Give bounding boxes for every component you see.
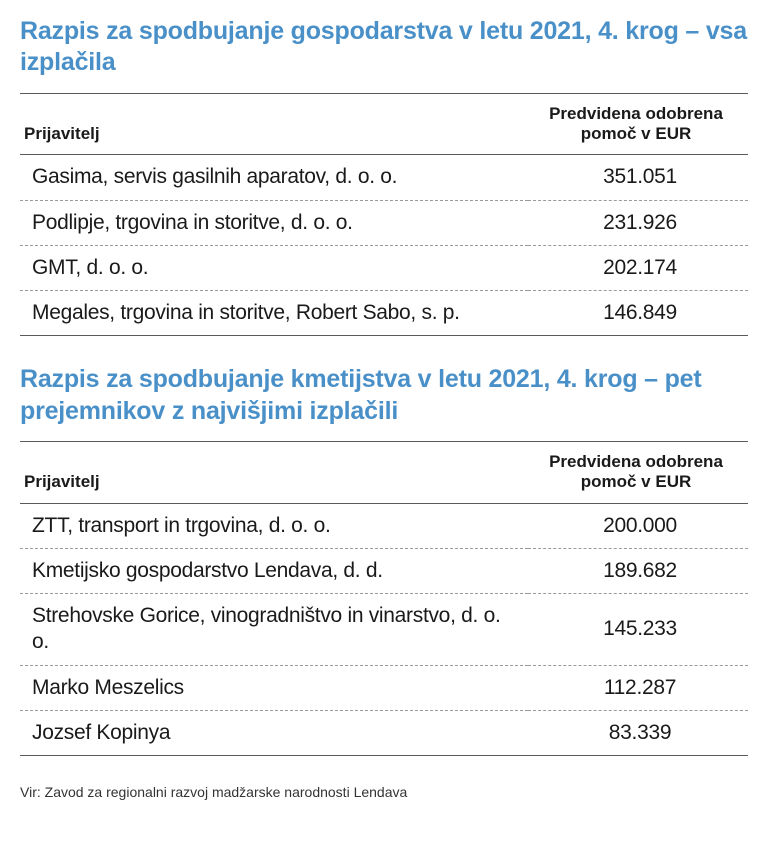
applicant-cell: Kmetijsko gospodarstvo Lendava, d. d. — [20, 548, 528, 593]
applicant-cell: Strehovske Gorice, vinogradništvo in vin… — [20, 594, 528, 666]
applicant-cell: Jozsef Kopinya — [20, 710, 528, 755]
amount-cell: 351.051 — [528, 155, 748, 200]
table-row: Jozsef Kopinya83.339 — [20, 710, 748, 755]
table-row: Marko Meszelics112.287 — [20, 665, 748, 710]
applicant-cell: GMT, d. o. o. — [20, 245, 528, 290]
table-row: Kmetijsko gospodarstvo Lendava, d. d.189… — [20, 548, 748, 593]
data-table: PrijaviteljPredvidena odobrena pomoč v E… — [20, 441, 748, 756]
amount-cell: 145.233 — [528, 594, 748, 666]
table-row: GMT, d. o. o.202.174 — [20, 245, 748, 290]
applicant-cell: ZTT, transport in trgovina, d. o. o. — [20, 503, 528, 548]
amount-cell: 83.339 — [528, 710, 748, 755]
column-header: Prijavitelj — [20, 93, 528, 155]
table-row: Strehovske Gorice, vinogradništvo in vin… — [20, 594, 748, 666]
column-header: Predvidena odobrena pomoč v EUR — [528, 441, 748, 503]
amount-cell: 200.000 — [528, 503, 748, 548]
data-table: PrijaviteljPredvidena odobrena pomoč v E… — [20, 93, 748, 337]
source-note: Vir: Zavod za regionalni razvoj madžarsk… — [20, 784, 748, 800]
column-header: Predvidena odobrena pomoč v EUR — [528, 93, 748, 155]
column-header: Prijavitelj — [20, 441, 528, 503]
amount-cell: 112.287 — [528, 665, 748, 710]
applicant-cell: Megales, trgovina in storitve, Robert Sa… — [20, 291, 528, 336]
table-title: Razpis za spodbujanje kmetijstva v letu … — [20, 364, 748, 427]
table-row: ZTT, transport in trgovina, d. o. o.200.… — [20, 503, 748, 548]
table-row: Gasima, servis gasilnih aparatov, d. o. … — [20, 155, 748, 200]
table-row: Podlipje, trgovina in storitve, d. o. o.… — [20, 200, 748, 245]
amount-cell: 202.174 — [528, 245, 748, 290]
table-section: Razpis za spodbujanje gospodarstva v let… — [20, 16, 748, 336]
amount-cell: 231.926 — [528, 200, 748, 245]
applicant-cell: Marko Meszelics — [20, 665, 528, 710]
applicant-cell: Podlipje, trgovina in storitve, d. o. o. — [20, 200, 528, 245]
table-row: Megales, trgovina in storitve, Robert Sa… — [20, 291, 748, 336]
table-title: Razpis za spodbujanje gospodarstva v let… — [20, 16, 748, 79]
amount-cell: 146.849 — [528, 291, 748, 336]
amount-cell: 189.682 — [528, 548, 748, 593]
table-section: Razpis za spodbujanje kmetijstva v letu … — [20, 364, 748, 756]
applicant-cell: Gasima, servis gasilnih aparatov, d. o. … — [20, 155, 528, 200]
